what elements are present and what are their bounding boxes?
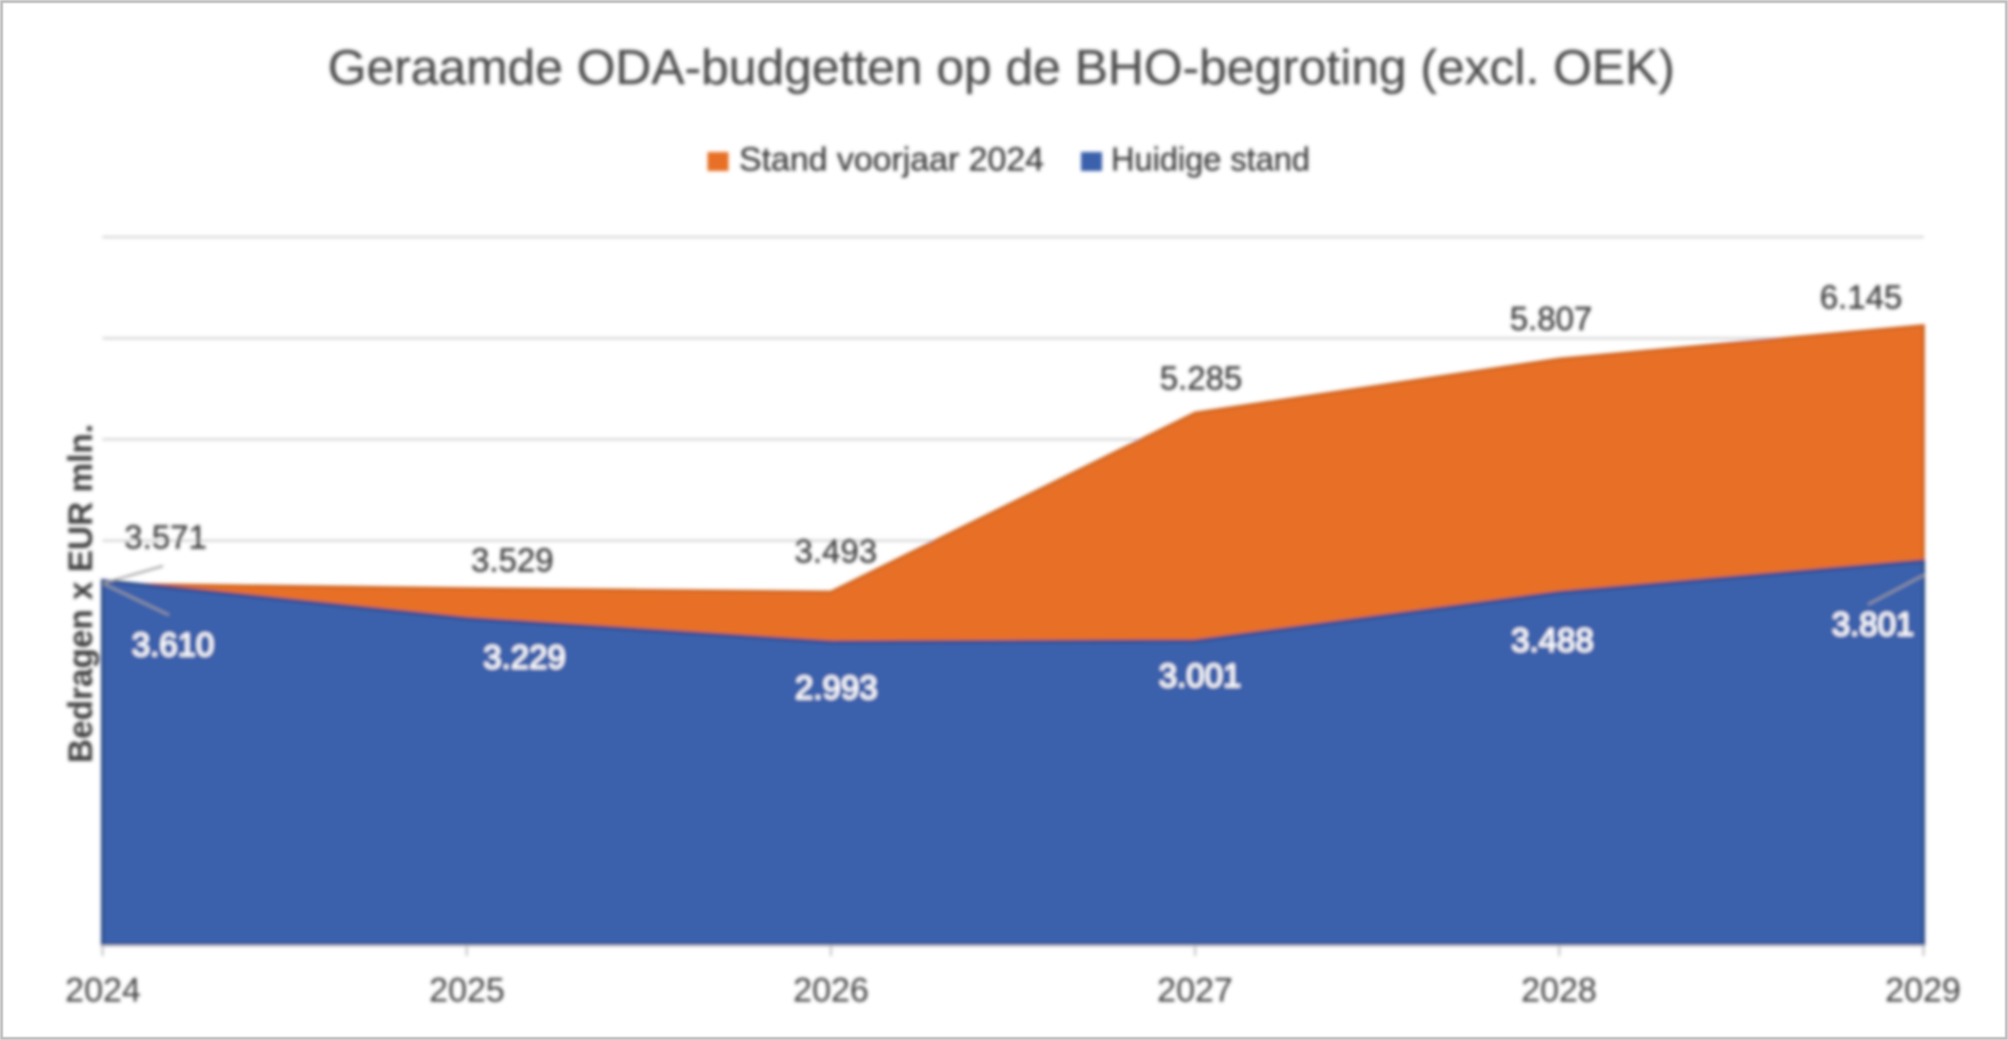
svg-text:5.285: 5.285 <box>1160 360 1243 397</box>
svg-text:Stand voorjaar 2024: Stand voorjaar 2024 <box>739 141 1044 178</box>
svg-text:Geraamde ODA-budgetten op de B: Geraamde ODA-budgetten op de BHO-begroti… <box>328 41 1675 95</box>
svg-text:2026: 2026 <box>793 972 869 1010</box>
svg-text:2025: 2025 <box>429 972 505 1010</box>
svg-text:2029: 2029 <box>1885 972 1961 1010</box>
svg-text:2028: 2028 <box>1521 972 1597 1010</box>
svg-text:5.807: 5.807 <box>1510 300 1593 337</box>
svg-text:3.001: 3.001 <box>1159 657 1242 694</box>
svg-text:2024: 2024 <box>65 972 141 1010</box>
svg-text:6.145: 6.145 <box>1820 279 1903 316</box>
svg-text:2.993: 2.993 <box>795 669 878 706</box>
svg-text:3.488: 3.488 <box>1511 622 1594 659</box>
svg-text:3.229: 3.229 <box>483 639 566 676</box>
svg-text:2027: 2027 <box>1157 972 1233 1010</box>
svg-text:Bedragen x EUR mln.: Bedragen x EUR mln. <box>62 424 100 763</box>
svg-text:Huidige stand: Huidige stand <box>1111 141 1310 178</box>
svg-text:3.529: 3.529 <box>471 542 554 579</box>
svg-text:3.571: 3.571 <box>124 519 207 556</box>
svg-text:3.801: 3.801 <box>1832 606 1915 643</box>
svg-text:3.610: 3.610 <box>132 626 215 663</box>
svg-text:3.493: 3.493 <box>795 533 878 570</box>
